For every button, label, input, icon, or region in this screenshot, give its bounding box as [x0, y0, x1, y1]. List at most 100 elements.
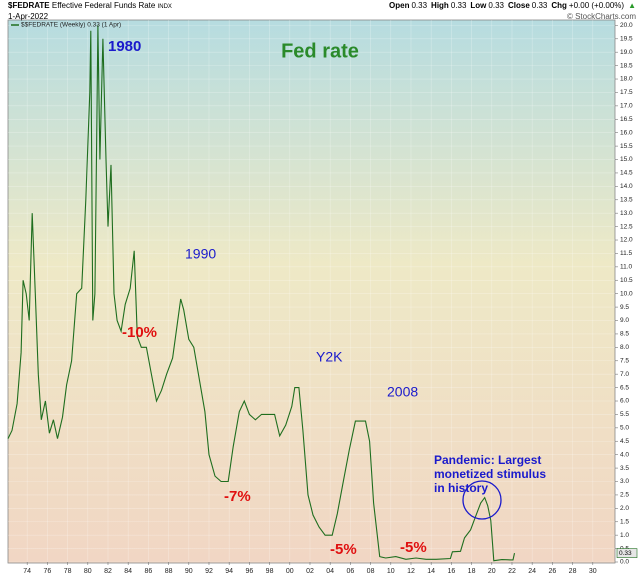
symbol: $FEDRATE: [8, 1, 50, 10]
y-tick-label: 2.5: [620, 492, 629, 499]
last-value-label: 0.33: [619, 550, 632, 557]
grid: 0.00.51.01.52.02.53.03.54.04.55.05.56.06…: [8, 20, 633, 575]
source: © StockCharts.com: [566, 12, 636, 21]
x-tick-label: 10: [387, 568, 395, 575]
y-tick-label: 11.0: [620, 264, 633, 271]
up-icon: ▲: [628, 1, 636, 10]
chart-title: Fed rate: [281, 40, 359, 62]
x-tick-label: 12: [407, 568, 415, 575]
x-tick-label: 20: [488, 568, 496, 575]
x-tick-label: 96: [245, 568, 253, 575]
annotation: 2008: [387, 384, 418, 400]
x-tick-label: 88: [165, 568, 173, 575]
x-tick-label: 22: [508, 568, 516, 575]
y-tick-label: 5.0: [620, 425, 629, 432]
annotation: monetized stimulus: [434, 467, 546, 481]
x-tick-label: 00: [286, 568, 294, 575]
y-tick-label: 12.0: [620, 237, 633, 244]
y-tick-label: 16.0: [620, 129, 633, 136]
y-tick-label: 9.5: [620, 304, 629, 311]
quote-label: Chg: [551, 1, 567, 10]
annotation: -10%: [122, 324, 157, 341]
quote-label: High: [431, 1, 449, 10]
x-tick-label: 82: [104, 568, 112, 575]
highlight-circle: [462, 480, 502, 520]
quote-label: Close: [507, 1, 530, 10]
quote-label: Open: [389, 1, 410, 10]
quote-value: 0.33: [450, 1, 467, 10]
annotation: -5%: [330, 541, 357, 558]
x-tick-label: 80: [84, 568, 92, 575]
y-tick-label: 13.5: [620, 196, 633, 203]
quote-value: 0.33: [531, 1, 548, 10]
y-tick-label: 8.5: [620, 331, 629, 338]
y-tick-label: 7.5: [620, 357, 629, 364]
y-tick-label: 8.0: [620, 344, 629, 351]
y-tick-label: 6.0: [620, 398, 629, 405]
annotation: Pandemic: Largest: [434, 453, 541, 467]
y-tick-label: 4.0: [620, 451, 629, 458]
legend-label: $$FEDRATE (Weekly) 0.33 (1 Apr): [21, 22, 121, 29]
line-series: [7, 25, 516, 562]
x-tick-label: 90: [185, 568, 193, 575]
y-tick-label: 14.5: [620, 170, 633, 177]
header: $FEDRATE Effective Federal Funds Rate IN…: [8, 1, 636, 21]
quote-value: 0.33: [488, 1, 504, 10]
y-tick-label: 1.5: [620, 518, 629, 525]
x-tick-label: 04: [326, 568, 334, 575]
y-tick-label: 11.5: [620, 250, 633, 257]
x-tick-label: 74: [23, 568, 31, 575]
y-tick-label: 15.0: [620, 156, 633, 163]
x-tick-label: 94: [225, 568, 233, 575]
y-tick-label: 18.0: [620, 76, 633, 83]
y-tick-label: 1.0: [620, 532, 629, 539]
y-tick-label: 19.5: [620, 36, 633, 43]
x-tick-label: 02: [306, 568, 314, 575]
x-tick-label: 76: [43, 568, 51, 575]
y-tick-label: 5.5: [620, 411, 629, 418]
quote: Open 0.33 High 0.33 Low 0.33 Close 0.33 Chg +0.00…: [389, 1, 636, 12]
exchange: INDX: [157, 4, 172, 10]
y-tick-label: 10.0: [620, 290, 633, 297]
x-tick-label: 86: [144, 568, 152, 575]
y-tick-label: 9.0: [620, 317, 629, 324]
y-tick-label: 4.5: [620, 438, 629, 445]
y-tick-label: 17.5: [620, 89, 633, 96]
y-tick-label: 2.0: [620, 505, 629, 512]
annotation: in history: [434, 481, 488, 495]
y-tick-label: 3.5: [620, 465, 629, 472]
y-tick-label: 10.5: [620, 277, 633, 284]
x-tick-label: 28: [569, 568, 577, 575]
quote-value: 0.33: [411, 1, 428, 10]
quote-label: Low: [470, 1, 487, 10]
x-tick-label: 30: [589, 568, 597, 575]
x-tick-label: 78: [64, 568, 72, 575]
y-tick-label: 6.5: [620, 384, 629, 391]
annotation: 1980: [108, 38, 141, 55]
y-tick-label: 15.5: [620, 143, 633, 150]
annotation: 1990: [185, 246, 216, 262]
annotation: Y2K: [316, 349, 343, 365]
x-tick-label: 92: [205, 568, 213, 575]
y-tick-label: 3.0: [620, 478, 629, 485]
instrument-name: Effective Federal Funds Rate: [51, 1, 156, 10]
y-tick-label: 18.5: [620, 62, 633, 69]
y-tick-label: 19.0: [620, 49, 633, 56]
date: 1-Apr-2022: [8, 12, 49, 21]
annotation: -7%: [224, 488, 251, 505]
x-tick-label: 14: [427, 568, 435, 575]
x-tick-label: 16: [447, 568, 455, 575]
y-tick-label: 13.0: [620, 210, 633, 217]
header-row: 1-Apr-2022 © StockCharts.com: [8, 12, 636, 21]
x-tick-label: 06: [346, 568, 354, 575]
instrument: $FEDRATE Effective Federal Funds Rate IN…: [8, 1, 172, 12]
last-value-badge: [616, 548, 638, 558]
y-tick-label: 12.5: [620, 223, 633, 230]
y-tick-label: 17.0: [620, 103, 633, 110]
y-tick-label: 16.5: [620, 116, 633, 123]
plot-area: [7, 19, 616, 564]
x-tick-label: 26: [548, 568, 556, 575]
x-tick-label: 84: [124, 568, 132, 575]
